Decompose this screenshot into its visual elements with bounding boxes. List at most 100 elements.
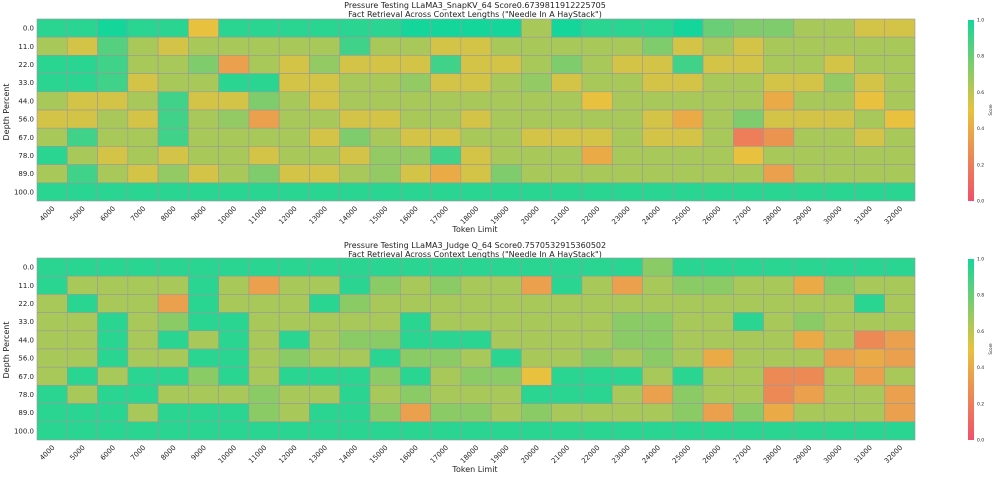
heatmap-cell [309,55,341,74]
heatmap-cell [339,366,371,386]
heatmap-cell [672,109,704,129]
heatmap-cell [218,275,250,295]
heatmap-cell [823,294,855,313]
heatmap-cell [672,312,704,332]
heatmap-cell [854,330,886,350]
heatmap-cell [702,73,734,93]
heatmap-cell [460,109,492,129]
x-tick-label: 11000 [247,444,268,465]
heatmap-cell [218,182,250,202]
heatmap-cell [157,146,189,165]
heatmap-cell [854,164,886,184]
heatmap-cell [611,73,643,93]
heatmap-cell [854,36,886,56]
heatmap-cell [672,164,704,184]
heatmap-cell [278,55,310,74]
x-tick-label: 16000 [398,444,419,465]
heatmap-cell [188,312,219,332]
heatmap-cell [854,146,886,165]
heatmap-cell [278,385,310,404]
y-tick-label: 0.0 [23,264,34,272]
heatmap-cell [490,18,522,38]
heatmap-cell [127,73,159,93]
heatmap-cell [823,18,855,38]
heatmap-cell [702,109,734,129]
heatmap-cell [127,421,159,441]
heatmap-cell [278,73,310,93]
heatmap-cell [460,275,492,295]
heatmap-cell [218,127,250,147]
heatmap-cell [702,127,734,147]
heatmap-cell [611,257,643,277]
heatmap-cell [490,127,522,147]
heatmap-cell [369,312,401,332]
heatmap-cell [884,164,916,184]
heatmap-cell [430,403,462,423]
heatmap-cell [642,275,674,295]
y-tick-label: 78.0 [18,152,34,160]
heatmap-cell [521,257,552,277]
x-tick-label: 19000 [489,444,510,465]
heatmap-cell [823,366,855,386]
heatmap-cell [702,91,734,111]
heatmap-cell [400,348,431,368]
heatmap-cell [97,294,129,313]
heatmap-cell [97,127,129,147]
y-tick-label: 89.0 [18,170,34,178]
heatmap-cell [36,348,68,368]
heatmap-cell [793,182,825,202]
heatmap-cell [188,146,219,165]
heatmap-cell [793,18,825,38]
heatmap-cell [823,55,855,74]
heatmap-cell [188,421,219,441]
heatmap-cell [521,55,552,74]
heatmap-cell [521,127,552,147]
heatmap-cell [490,366,522,386]
heatmap-cell [36,36,68,56]
heatmap-cell [248,127,280,147]
heatmap-cell [854,421,886,441]
heatmap-cell [278,312,310,332]
heatmap-cell [581,421,613,441]
heatmap-cell [339,385,371,404]
x-tick-label: 26000 [701,444,722,465]
heatmap-cell [218,164,250,184]
x-tick-label: 21000 [550,205,571,226]
heatmap-cell [218,312,250,332]
heatmap-cell [460,348,492,368]
heatmap-cell [490,182,522,202]
heatmap-cell [218,18,250,38]
heatmap-cell [36,91,68,111]
heatmap-cell [611,164,643,184]
heatmap-cell [702,366,734,386]
x-axis-label: Token Limit [451,225,497,234]
heatmap-cell [400,294,431,313]
heatmap-cell [97,55,129,74]
x-tick-label: 4000 [38,444,56,462]
heatmap-cell [823,385,855,404]
chart-title: Pressure Testing LLaMA3_SnapKV_64 Score0… [344,1,606,10]
x-tick-label: 18000 [459,205,480,226]
x-tick-label: 12000 [277,205,298,226]
heatmap-cell [309,275,341,295]
heatmap-cell [339,403,371,423]
heatmap-cell [733,348,764,368]
heatmap-cell [157,182,189,202]
heatmap-cell [188,182,219,202]
heatmap-cell [733,403,764,423]
heatmap-cell [521,275,552,295]
heatmap-cell [188,36,219,56]
heatmap-cell [611,312,643,332]
colorbar-ticks: 0.0 0.2 0.4 0.6 0.8 1.0 [977,18,984,205]
heatmap-cell [278,294,310,313]
heatmap-cell [400,330,431,350]
heatmap-cell [490,257,522,277]
heatmap-cell [854,312,886,332]
heatmap-cell [278,91,310,111]
heatmap-cell [793,330,825,350]
heatmap-cell [642,109,674,129]
heatmap-cell [248,91,280,111]
heatmap-cell [672,366,704,386]
heatmap-cell [460,294,492,313]
heatmap-cell [611,109,643,129]
